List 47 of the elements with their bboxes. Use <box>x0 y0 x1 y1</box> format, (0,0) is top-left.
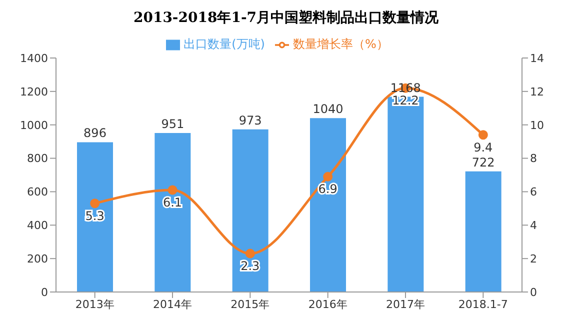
point <box>323 172 333 182</box>
point <box>90 198 100 208</box>
data-label: 896 <box>84 126 106 140</box>
point <box>245 248 255 258</box>
x-tick-label: 2018.1-7 <box>458 298 508 311</box>
bar <box>154 133 191 292</box>
y-tick-label: 600 <box>27 186 48 199</box>
y-tick-label: 400 <box>27 219 48 232</box>
bar <box>232 129 268 292</box>
x-tick-label: 2013年 <box>75 298 114 311</box>
y2-tick-label: 12 <box>530 85 544 98</box>
data-label: 6.9 <box>318 182 338 196</box>
bar <box>310 118 346 292</box>
data-label: 9.4 <box>474 140 493 154</box>
bar <box>465 171 502 292</box>
y-tick-label: 0 <box>41 286 48 299</box>
legend-label: 数量增长率（%） <box>292 37 388 51</box>
data-label: 6.1 <box>162 196 182 210</box>
y-tick-label: 800 <box>27 152 48 166</box>
y2-tick-label: 6 <box>530 186 537 199</box>
y2-tick-label: 0 <box>530 286 537 299</box>
y2-tick-label: 14 <box>530 52 544 65</box>
bar <box>388 96 424 292</box>
y2-tick-label: 2 <box>530 252 537 266</box>
y-tick-label: 200 <box>27 252 48 266</box>
bar <box>77 142 113 292</box>
y2-tick-label: 10 <box>530 118 544 132</box>
chart-title: 2013-2018年1-7月中国塑料制品出口数量情况 <box>132 8 440 28</box>
x-tick-label: 2017年 <box>386 298 425 311</box>
point <box>478 130 488 140</box>
data-label: 1040 <box>312 102 344 116</box>
data-label: 973 <box>238 113 262 128</box>
y-tick-label: 1000 <box>20 118 48 132</box>
y-tick-label: 1400 <box>20 52 48 65</box>
x-tick-label: 2016年 <box>308 298 348 311</box>
data-label: 12.2 <box>392 94 419 108</box>
point <box>168 185 178 195</box>
legend-label: 出口数量(万吨) <box>184 37 265 51</box>
y2-tick-label: 4 <box>530 219 537 232</box>
data-label: 722 <box>472 155 495 170</box>
x-tick-label: 2014年 <box>153 298 192 311</box>
y-tick-label: 1200 <box>20 85 48 98</box>
y2-tick-label: 8 <box>530 152 537 166</box>
data-label: 951 <box>161 117 184 132</box>
x-tick-label: 2015年 <box>230 298 270 311</box>
data-label: 5.3 <box>85 208 104 223</box>
data-label: 2.3 <box>240 259 260 274</box>
